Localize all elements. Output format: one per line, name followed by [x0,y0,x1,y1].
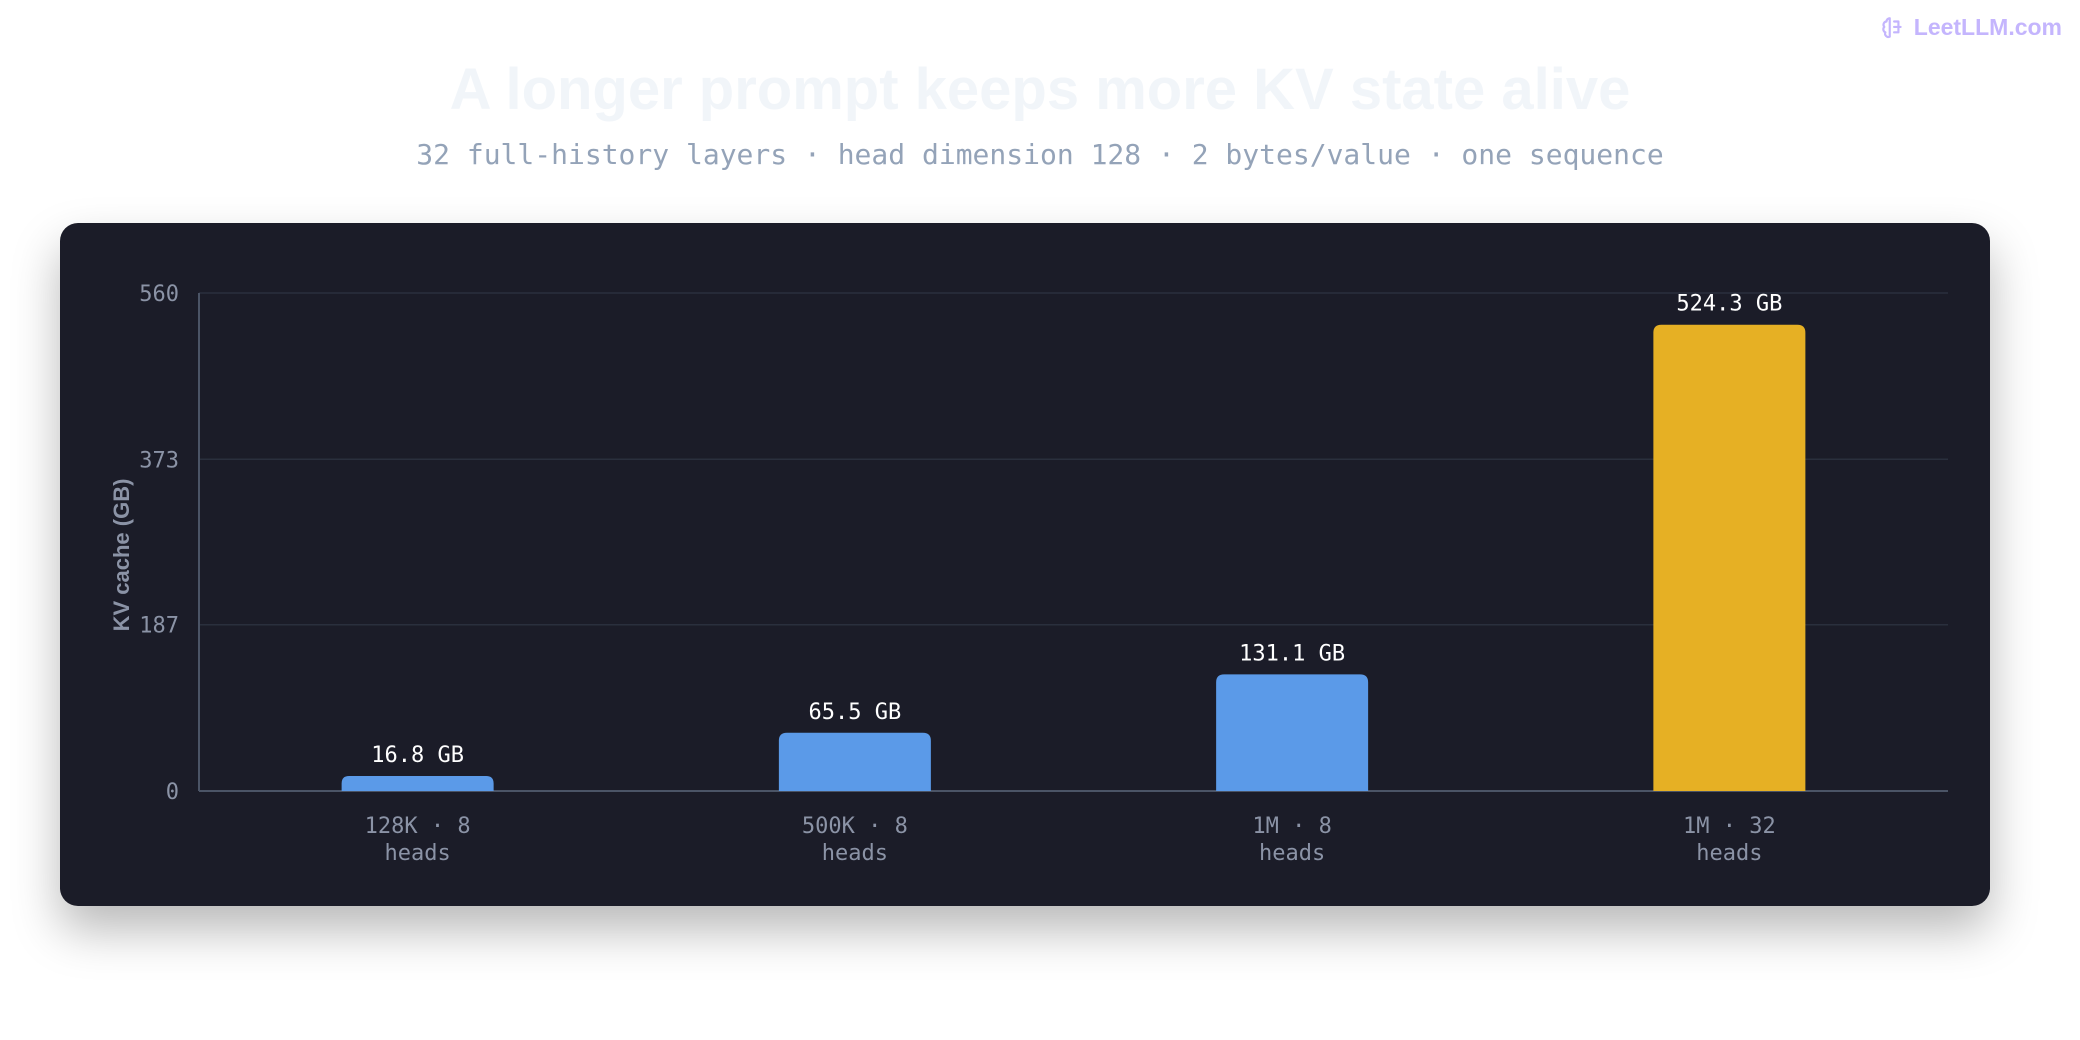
bar [1653,324,1806,791]
x-tick-label: 500K · 8 [802,814,908,839]
x-tick-label: heads [1259,841,1325,866]
bars [341,324,1806,791]
bar [341,776,494,791]
x-tick-label: 128K · 8 [365,814,471,839]
x-tick-label: 1M · 32 [1683,814,1776,839]
chart-title: A longer prompt keeps more KV state aliv… [449,57,1631,122]
y-tick-label: 373 [139,448,179,473]
chart-card: 0 187 373 560 16.8 GB 128K · 8 heads 65.5 GB 500… [60,223,1990,906]
x-tick-label: 1M · 8 [1252,814,1331,839]
bar [1216,674,1369,791]
value-label: 65.5 GB [809,700,902,725]
value-label: 16.8 GB [371,743,464,768]
brand-logo: LeetLLM.com [1880,14,2062,41]
x-tick-label: heads [1696,841,1762,866]
chart-subtitle: 32 full-history layers · head dimension … [416,138,1664,171]
x-tick-label: heads [385,841,451,866]
y-axis-label: KV cache (GB) [109,479,134,632]
x-tick-label: heads [822,841,888,866]
brand-text: LeetLLM.com [1913,14,2062,40]
bar [778,732,931,791]
value-label: 131.1 GB [1239,641,1345,666]
value-label: 524.3 GB [1676,292,1782,317]
y-tick-label: 187 [139,614,179,639]
brain-icon [1882,16,1902,38]
y-tick-label: 0 [166,780,179,805]
y-tick-label: 560 [139,282,179,307]
